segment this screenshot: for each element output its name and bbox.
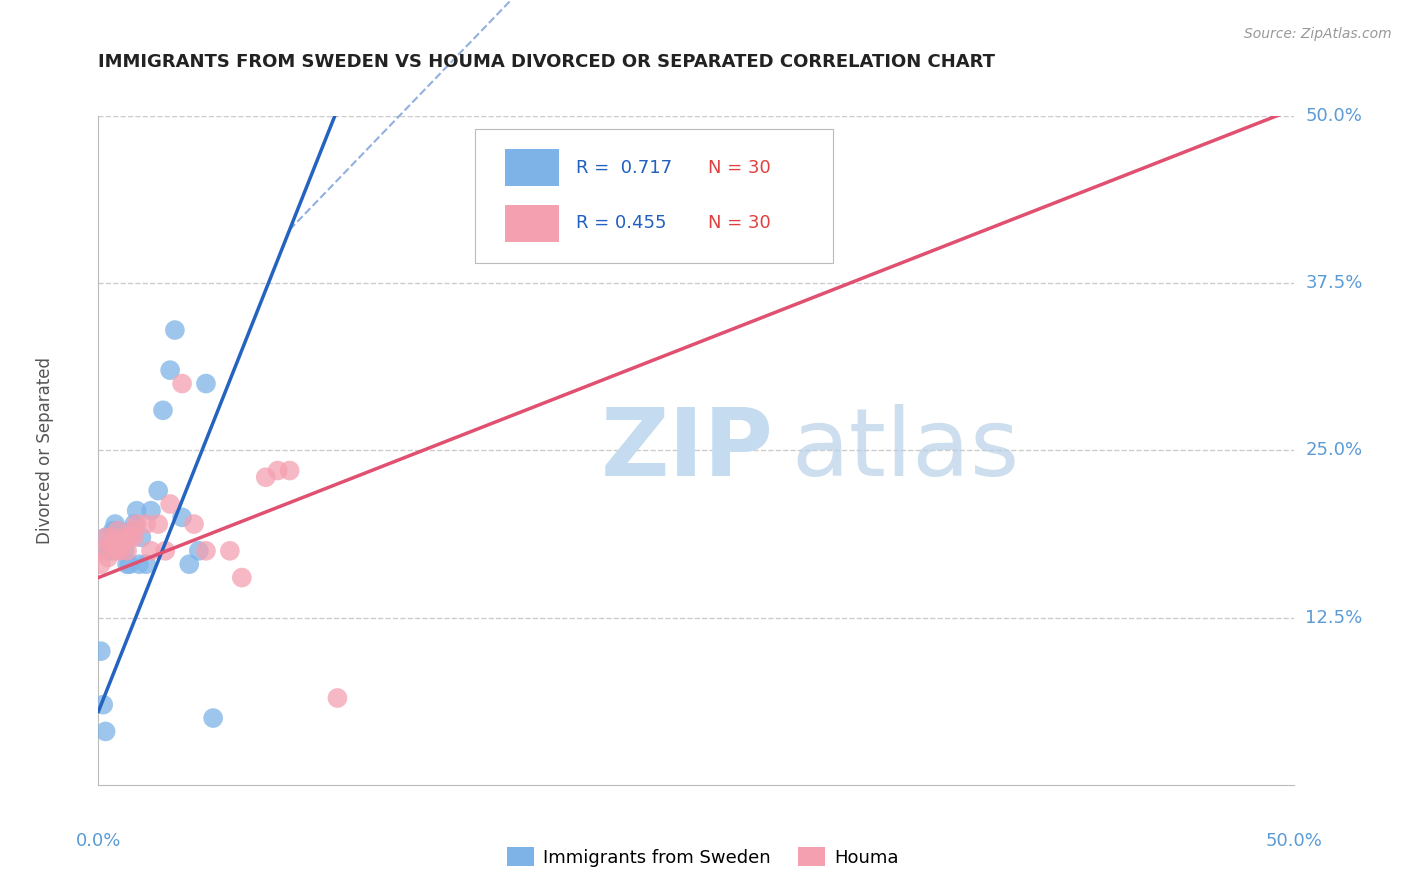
Legend: Immigrants from Sweden, Houma: Immigrants from Sweden, Houma xyxy=(501,840,905,874)
Point xyxy=(148,516,170,531)
Point xyxy=(114,530,136,544)
Point xyxy=(108,544,131,558)
Point xyxy=(104,544,127,558)
Point xyxy=(128,557,150,572)
Text: 0.0%: 0.0% xyxy=(76,831,121,850)
Point xyxy=(125,503,148,517)
Point xyxy=(91,698,114,712)
Point xyxy=(326,690,349,705)
Point xyxy=(114,544,136,558)
Point xyxy=(231,571,253,585)
Point xyxy=(179,557,201,572)
Point xyxy=(118,530,141,544)
Text: 50.0%: 50.0% xyxy=(1265,831,1322,850)
Point xyxy=(124,516,146,531)
Point xyxy=(139,503,162,517)
Text: 37.5%: 37.5% xyxy=(1305,274,1362,293)
Point xyxy=(135,516,157,531)
Point xyxy=(101,524,124,538)
Text: N = 30: N = 30 xyxy=(709,214,770,232)
Text: N = 30: N = 30 xyxy=(709,159,770,178)
Point xyxy=(97,550,120,565)
Point xyxy=(107,524,129,538)
Point xyxy=(172,510,194,524)
Point xyxy=(91,544,114,558)
Text: 50.0%: 50.0% xyxy=(1305,107,1362,125)
Point xyxy=(121,524,143,538)
Point xyxy=(97,544,120,558)
Point xyxy=(131,530,153,544)
Point xyxy=(94,530,117,544)
Point xyxy=(278,464,301,478)
Point xyxy=(219,544,242,558)
Point xyxy=(139,544,162,558)
FancyBboxPatch shape xyxy=(505,149,558,186)
Point xyxy=(267,464,290,478)
Point xyxy=(202,711,225,725)
Text: ZIP: ZIP xyxy=(600,404,773,497)
Point xyxy=(111,537,134,551)
Point xyxy=(98,537,122,551)
Point xyxy=(155,544,177,558)
Text: Divorced or Separated: Divorced or Separated xyxy=(35,357,53,544)
Point xyxy=(90,557,112,572)
Point xyxy=(159,363,181,377)
Point xyxy=(183,516,205,531)
Text: Source: ZipAtlas.com: Source: ZipAtlas.com xyxy=(1244,27,1392,41)
Point xyxy=(254,470,277,484)
Point xyxy=(172,376,194,391)
Point xyxy=(107,524,129,538)
Point xyxy=(152,403,174,417)
Point xyxy=(118,557,141,572)
Text: 12.5%: 12.5% xyxy=(1305,608,1362,627)
Text: R = 0.455: R = 0.455 xyxy=(576,214,666,232)
Point xyxy=(125,516,148,531)
Point xyxy=(98,544,122,558)
Point xyxy=(94,724,117,739)
Point xyxy=(159,497,181,511)
Text: IMMIGRANTS FROM SWEDEN VS HOUMA DIVORCED OR SEPARATED CORRELATION CHART: IMMIGRANTS FROM SWEDEN VS HOUMA DIVORCED… xyxy=(98,54,995,71)
Point xyxy=(194,544,217,558)
Point xyxy=(101,530,124,544)
Point xyxy=(163,323,186,337)
Point xyxy=(135,557,157,572)
Point xyxy=(124,530,146,544)
Point xyxy=(111,530,134,544)
FancyBboxPatch shape xyxy=(505,205,558,242)
Text: 25.0%: 25.0% xyxy=(1305,442,1362,459)
Text: atlas: atlas xyxy=(792,404,1019,497)
Point xyxy=(194,376,217,391)
Point xyxy=(94,530,117,544)
Point xyxy=(187,544,209,558)
Point xyxy=(104,516,127,531)
FancyBboxPatch shape xyxy=(475,129,834,263)
Point xyxy=(108,537,131,551)
Point xyxy=(115,544,138,558)
Point xyxy=(90,644,112,658)
Point xyxy=(148,483,170,498)
Point xyxy=(115,557,138,572)
Text: R =  0.717: R = 0.717 xyxy=(576,159,672,178)
Point xyxy=(121,524,143,538)
